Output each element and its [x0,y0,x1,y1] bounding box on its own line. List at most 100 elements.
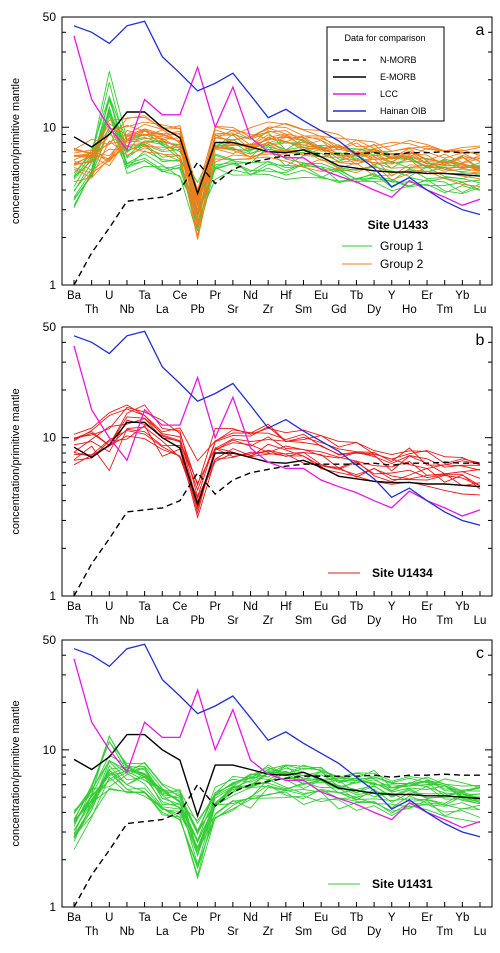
series-e-morb [73,421,481,507]
plot-area [73,643,481,907]
y-tick-label: 10 [43,431,57,445]
sample-line [73,116,481,192]
y-axis-label: concentration/primitive mantle [10,700,22,846]
sample-line [73,740,481,854]
x-tick-label-Yb: Yb [455,912,469,924]
x-tick-label-U: U [105,601,113,613]
plot-area [73,20,481,285]
x-tick-label-Gd: Gd [331,926,346,938]
panel-letter: b [476,332,485,349]
series-n-morb [73,150,480,285]
x-tick-label-Nb: Nb [120,304,135,316]
x-tick-label-La: La [156,615,169,627]
sample-line [73,128,480,224]
sample-line [73,139,481,224]
x-tick-label-Er: Er [421,601,433,613]
x-tick-label-U: U [105,912,113,924]
sample-line [73,428,481,515]
y-tick-label: 10 [43,120,57,134]
series-lcc [73,658,481,829]
y-tick-label: 1 [49,900,56,914]
x-tick-label-Tb: Tb [350,912,363,924]
x-tick-label-Th: Th [85,304,98,316]
x-tick-label-Ta: Ta [139,912,152,924]
sample-line [73,404,481,464]
series-lcc [73,345,481,517]
x-tick-label-Sm: Sm [295,304,312,316]
x-tick-label-Lu: Lu [474,926,487,938]
series-hainan-oib [73,643,481,838]
y-axis-label: concentration/primitive mantle [10,78,22,224]
x-tick-label-Th: Th [85,615,98,627]
x-tick-label-Dy: Dy [367,926,381,938]
sample-line [73,430,481,503]
sample-line [73,767,481,832]
legend-group-label: Group 1 [380,239,424,253]
x-tick-label-Pr: Pr [209,601,221,613]
x-tick-label-Eu: Eu [314,290,328,302]
sample-line [73,115,481,197]
series-e-morb [73,733,481,819]
sample-line [73,406,481,487]
y-tick-label: 1 [49,278,56,292]
legend-group-label: Group 2 [380,257,424,271]
legend-entry-label: Hainan OIB [380,106,427,116]
x-tick-label-Sr: Sr [227,926,239,938]
x-tick-label-Sr: Sr [227,304,239,316]
sample-line [73,769,481,867]
y-axis-label: concentration/primitive mantle [10,388,22,534]
sample-line [73,130,481,214]
panel-letter: a [476,22,485,39]
sample-line [73,786,481,870]
x-tick-label-Eu: Eu [314,601,328,613]
x-tick-label-Sm: Sm [295,615,312,627]
plot-frame [61,16,493,286]
x-tick-label-Zr: Zr [263,304,274,316]
x-tick-label-Lu: Lu [474,615,487,627]
x-tick-label-Hf: Hf [280,601,292,613]
x-tick-label-Gd: Gd [331,615,346,627]
x-tick-label-Tm: Tm [436,304,453,316]
x-tick-label-Pb: Pb [191,615,205,627]
x-tick-label-Ho: Ho [402,304,417,316]
site-label: Site U1431 [372,877,433,891]
x-tick-label-Lu: Lu [474,304,487,316]
x-tick-label-Th: Th [85,926,98,938]
x-tick-label-Zr: Zr [263,615,274,627]
x-tick-label-La: La [156,926,169,938]
site-label: Site U1433 [368,218,429,232]
x-tick-label-Hf: Hf [280,912,292,924]
plot-frame [61,326,493,597]
sample-line [73,765,481,867]
legend-title: Data for comparison [344,33,425,43]
x-tick-label-Ba: Ba [67,601,82,613]
sample-line [73,140,481,240]
legend-entry-label: E-MORB [380,72,416,82]
y-tick-label: 50 [43,633,57,647]
x-tick-label-Sm: Sm [295,926,312,938]
sample-line [73,134,481,205]
legend-box: Data for comparison N-MORB E-MORB LCC Hainan… [326,26,445,122]
x-tick-label-Pr: Pr [209,290,221,302]
x-tick-label-Gd: Gd [331,304,346,316]
x-tick-label-Hf: Hf [280,290,292,302]
sample-line [73,408,481,492]
sample-line [73,760,481,835]
x-tick-label-Yb: Yb [455,290,469,302]
x-tick-label-Nb: Nb [120,615,135,627]
sample-line [73,109,481,222]
y-tick-label: 50 [43,10,57,24]
x-tick-label-Eu: Eu [314,912,328,924]
y-tick-label: 10 [43,743,57,757]
x-tick-label-Ta: Ta [139,601,152,613]
sample-line [73,133,481,208]
x-tick-label-Nd: Nd [243,601,258,613]
x-tick-label-Y: Y [388,601,396,613]
plot-frame [61,639,493,908]
x-tick-label-Ta: Ta [139,290,152,302]
x-tick-label-Ce: Ce [173,290,188,302]
sample-line [73,424,481,520]
x-tick-label-Tm: Tm [436,926,453,938]
series-e-morb [73,111,481,196]
